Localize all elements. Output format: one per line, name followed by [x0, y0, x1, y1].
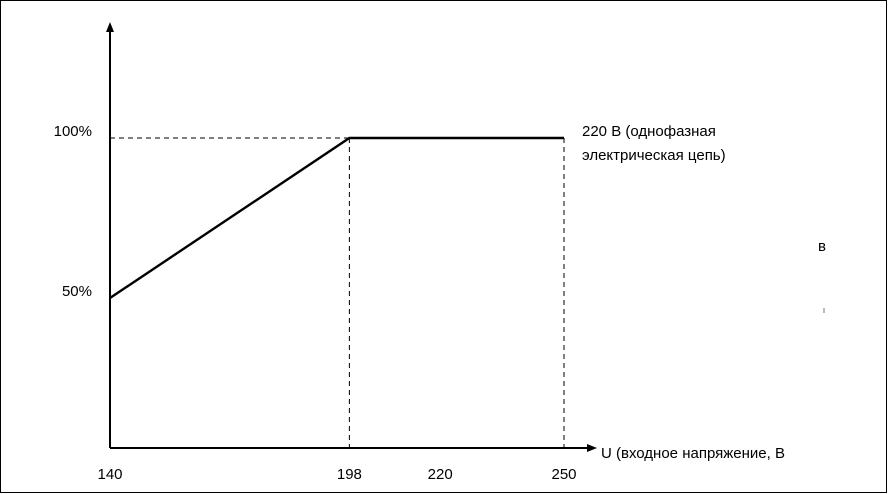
x-tick-labels: 140 198 220 250	[97, 466, 576, 483]
annotation-line-1: 220 В (однофазная	[582, 123, 716, 140]
y-tick-label: 50%	[62, 283, 92, 300]
x-tick-label: 220	[428, 466, 453, 483]
axes	[106, 22, 597, 452]
x-tick-label: 250	[551, 466, 576, 483]
x-tick-label: 140	[97, 466, 122, 483]
x-axis-label: U (входное напряжение, В	[601, 445, 785, 462]
series-line	[109, 136, 564, 299]
annotation-line-2: электрическая цепь)	[582, 147, 726, 164]
y-tick-labels: 50% 100%	[54, 123, 92, 300]
y-tick-label: 100%	[54, 123, 92, 140]
y-axis-arrow	[106, 22, 114, 32]
x-axis-arrow	[587, 444, 597, 452]
guide-lines	[110, 137, 565, 448]
cropped-glyph: в	[818, 238, 826, 255]
x-tick-label: 198	[337, 466, 362, 483]
